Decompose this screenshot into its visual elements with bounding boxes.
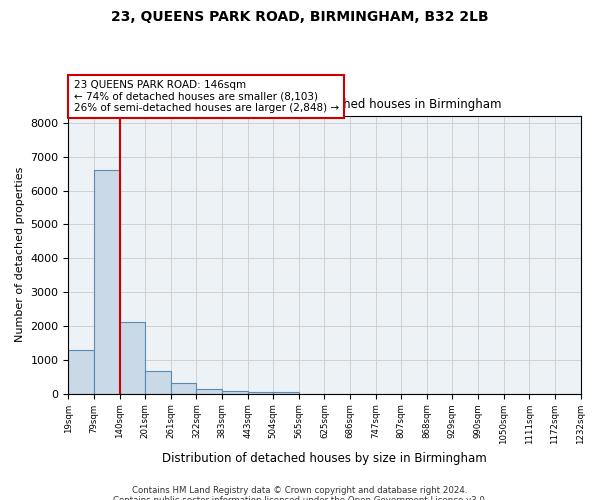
X-axis label: Distribution of detached houses by size in Birmingham: Distribution of detached houses by size … xyxy=(162,452,487,465)
Bar xyxy=(248,392,273,394)
Text: 23, QUEENS PARK ROAD, BIRMINGHAM, B32 2LB: 23, QUEENS PARK ROAD, BIRMINGHAM, B32 2L… xyxy=(111,10,489,24)
Bar xyxy=(68,350,94,394)
Text: Contains public sector information licensed under the Open Government Licence v3: Contains public sector information licen… xyxy=(113,496,487,500)
Bar xyxy=(196,389,222,394)
Text: 23 QUEENS PARK ROAD: 146sqm
← 74% of detached houses are smaller (8,103)
26% of : 23 QUEENS PARK ROAD: 146sqm ← 74% of det… xyxy=(74,80,338,114)
Bar xyxy=(145,370,171,394)
Bar xyxy=(94,170,119,394)
Bar xyxy=(119,322,145,394)
Y-axis label: Number of detached properties: Number of detached properties xyxy=(15,167,25,342)
Title: Size of property relative to detached houses in Birmingham: Size of property relative to detached ho… xyxy=(148,98,501,110)
Text: Contains HM Land Registry data © Crown copyright and database right 2024.: Contains HM Land Registry data © Crown c… xyxy=(132,486,468,495)
Bar xyxy=(273,392,299,394)
Bar xyxy=(222,391,248,394)
Bar xyxy=(171,384,196,394)
